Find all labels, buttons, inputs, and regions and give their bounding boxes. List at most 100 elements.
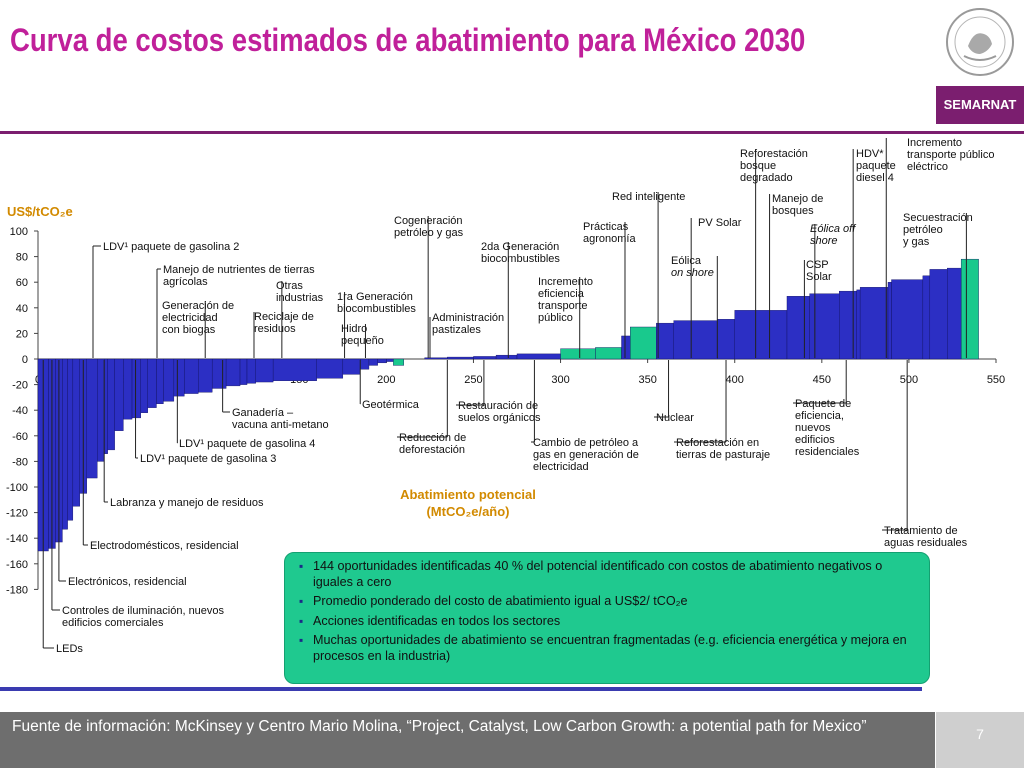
annotation-text: transporte: [538, 300, 588, 312]
cost-bar: [342, 358, 361, 375]
cost-bar: [887, 281, 892, 360]
annotation-text: eficiencia,: [795, 410, 844, 422]
cost-bar: [809, 293, 840, 360]
cost-bar: [656, 322, 674, 360]
cost-bar: [595, 347, 622, 360]
annotation-text: agronomía: [583, 233, 636, 245]
x-axis-label: Abatimiento potencial: [400, 487, 536, 502]
annotation-text: edificios: [795, 434, 835, 446]
bar-annotation: Geotérmica: [359, 360, 420, 411]
note-item: Promedio ponderado del costo de abatimie…: [299, 594, 919, 610]
cost-bar: [246, 358, 256, 384]
y-tick-label: 20: [16, 328, 28, 340]
bar-annotation: Ganadería –vacuna anti-metano: [222, 360, 329, 431]
cost-bar: [255, 358, 274, 383]
y-tick-label: -140: [6, 533, 28, 545]
y-tick-label: 60: [16, 277, 28, 289]
page-number: 7: [936, 712, 1024, 768]
annotation-text: gas en generación de: [533, 449, 639, 461]
cost-bar: [103, 358, 108, 454]
cost-bar: [495, 354, 518, 360]
annotation-text: Manejo de: [772, 193, 823, 205]
annotation-text: petróleo: [903, 224, 943, 236]
notes-box: 144 oportunidades identificadas 40 % del…: [284, 552, 930, 684]
x-axis-label-unit: (MtCO₂e/año): [426, 504, 509, 519]
cost-bar: [929, 269, 948, 360]
cost-bar: [123, 358, 133, 420]
annotation-text: paquete: [856, 160, 896, 172]
annotation-text: Reciclaje de: [254, 311, 314, 323]
y-tick-label: -160: [6, 559, 28, 571]
bar-annotation: LDV¹ paquete de gasolina 4: [176, 360, 315, 450]
bar-annotation: Nuclear: [654, 360, 694, 424]
y-tick-label: 40: [16, 303, 28, 315]
cost-bar: [839, 290, 857, 360]
annotation-text: Hidro: [341, 323, 367, 335]
annotation-text: LDV¹ paquete de gasolina 4: [179, 438, 315, 450]
divider-top: [0, 131, 1024, 134]
annotation-text: Tratamiento de: [884, 525, 958, 537]
cost-bar: [786, 296, 810, 360]
cost-bar: [859, 287, 889, 360]
annotation-text: con biogas: [162, 324, 216, 336]
cost-bar: [86, 358, 98, 479]
mexico-seal-icon: [946, 8, 1014, 76]
annotation-text: on shore: [671, 267, 714, 279]
cost-bar: [922, 275, 931, 360]
cost-bar: [630, 326, 657, 360]
cost-bar: [239, 358, 248, 385]
annotation-text: CSP: [806, 259, 829, 271]
annotation-text: Administración: [432, 312, 504, 324]
bar-annotation: LEDs: [42, 360, 83, 655]
annotation-text: electricidad: [533, 461, 589, 473]
annotation-text: 2da Generación: [481, 241, 559, 253]
cost-bar: [173, 358, 185, 397]
x-tick-label: 500: [900, 374, 918, 386]
cost-bar: [960, 258, 979, 360]
annotation-text: nuevos: [795, 422, 831, 434]
annotation-text: Controles de iluminación, nuevos: [62, 605, 225, 617]
annotation-text: eléctrico: [907, 161, 948, 173]
slide-header: Curva de costos estimados de abatimiento…: [0, 0, 936, 84]
x-tick-label: 400: [726, 374, 744, 386]
cost-bar: [114, 358, 124, 431]
brand-logo: SEMARNAT: [936, 86, 1024, 124]
annotation-text: LEDs: [56, 643, 83, 655]
annotation-text: aguas residuales: [884, 537, 968, 549]
annotation-text: Ganadería –: [232, 407, 294, 419]
cost-bar: [107, 358, 115, 451]
annotation-text: electricidad: [162, 312, 218, 324]
annotation-text: vacuna anti-metano: [232, 419, 329, 431]
annotation-text: pequeño: [341, 335, 384, 347]
bar-annotation: Electrodomésticos, residencial: [82, 360, 239, 552]
annotation-text: HDV*: [856, 148, 884, 160]
cost-bar: [97, 358, 105, 462]
cost-bar: [62, 358, 68, 530]
cost-bar: [386, 358, 394, 362]
cost-bar: [272, 358, 317, 381]
annotation-text: público: [538, 312, 573, 324]
cost-bar: [891, 279, 924, 360]
bar-annotation: Labranza y manejo de residuos: [103, 360, 264, 509]
cost-bar: [447, 356, 474, 360]
annotation-text: bosque: [740, 160, 776, 172]
note-item: 144 oportunidades identificadas 40 % del…: [299, 559, 919, 590]
bar-annotation: Electrónicos, residencial: [58, 360, 187, 588]
cost-bar: [734, 310, 788, 360]
annotation-text: shore: [810, 235, 838, 247]
bar-annotation: Red inteligente: [612, 191, 685, 358]
x-tick-label: 450: [813, 374, 831, 386]
cost-bar: [947, 267, 962, 360]
x-tick-label: 300: [551, 374, 569, 386]
divider-bottom: [0, 687, 922, 691]
annotation-text: Eólica off: [810, 223, 856, 235]
